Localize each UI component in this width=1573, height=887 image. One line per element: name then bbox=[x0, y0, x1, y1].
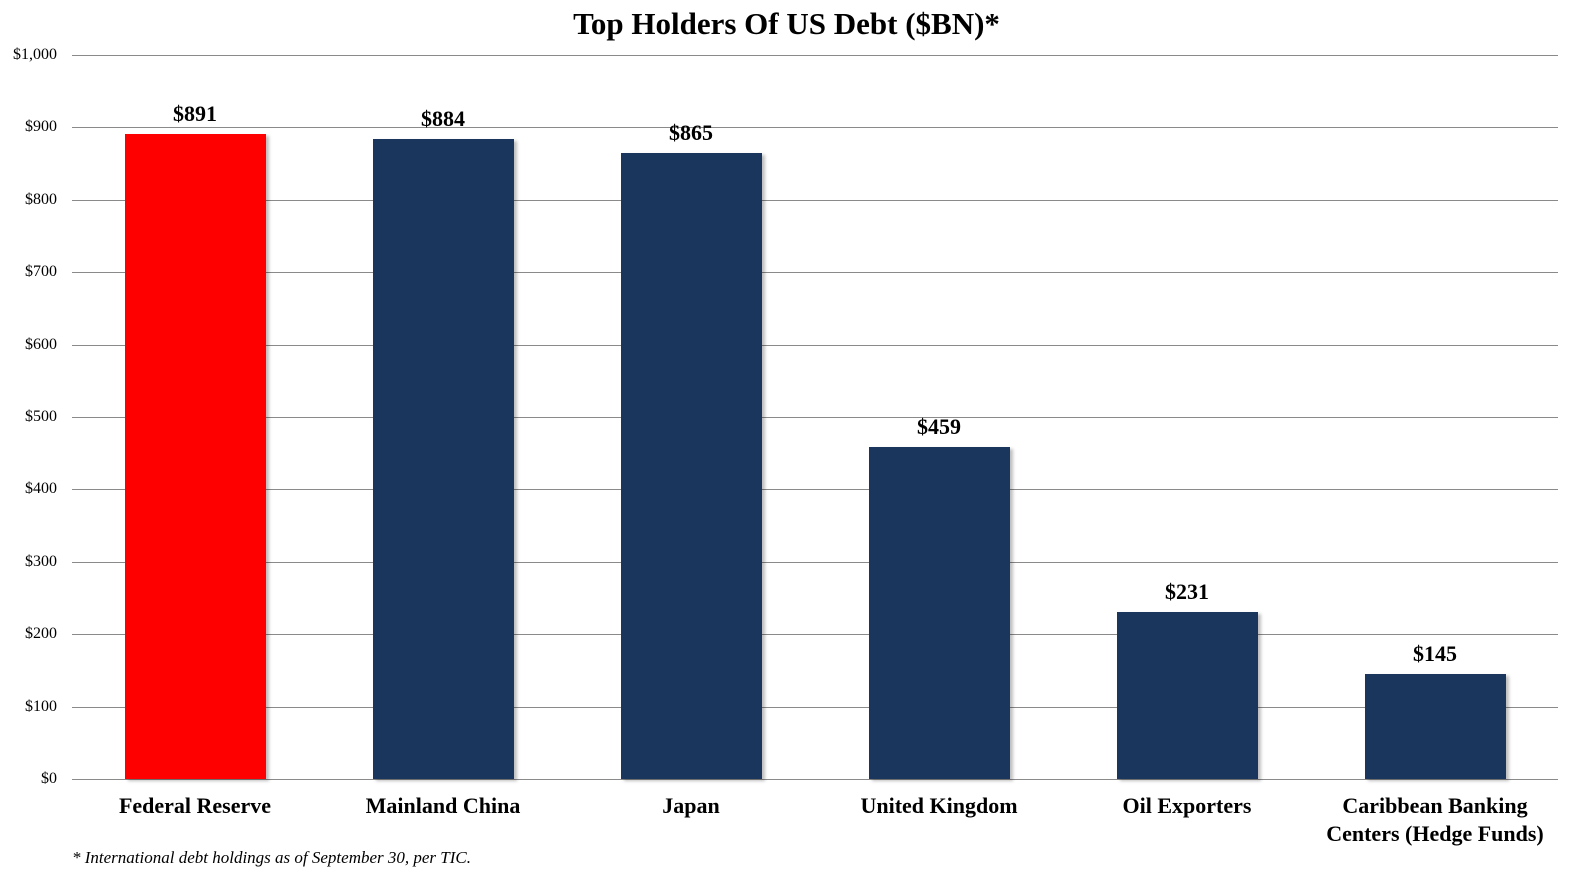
y-tick-label: $1,000 bbox=[13, 46, 57, 63]
bar-united-kingdom bbox=[868, 446, 1010, 779]
data-label: $459 bbox=[917, 414, 961, 439]
bar-japan bbox=[620, 152, 762, 779]
x-tick-label: Oil Exporters bbox=[1122, 793, 1252, 818]
gridline bbox=[72, 561, 1558, 563]
bar-caribbean-banking-centers bbox=[1364, 674, 1506, 779]
data-label: $145 bbox=[1413, 641, 1457, 666]
x-tick-label: Japan bbox=[662, 793, 720, 818]
data-label: $884 bbox=[421, 106, 465, 131]
data-label: $865 bbox=[669, 120, 713, 145]
y-tick-label: $700 bbox=[25, 263, 57, 281]
gridline bbox=[72, 344, 1558, 346]
bar-federal-reserve bbox=[124, 133, 266, 779]
plot-area: $891 $884 $865 $459 $231 $145 bbox=[72, 55, 1558, 780]
y-tick-label: $300 bbox=[25, 552, 57, 570]
gridline bbox=[72, 272, 1558, 274]
bar-mainland-china bbox=[372, 139, 514, 779]
gridline bbox=[72, 55, 1558, 56]
chart-title: Top Holders Of US Debt ($BN)* bbox=[573, 6, 1000, 41]
gridline bbox=[72, 634, 1558, 636]
gridline bbox=[72, 417, 1558, 418]
bar-oil-exporters bbox=[1116, 611, 1258, 779]
x-tick-label: Federal Reserve bbox=[118, 793, 272, 818]
y-tick-label: $200 bbox=[25, 625, 57, 643]
y-tick-label: $600 bbox=[25, 335, 57, 353]
y-tick-label: $800 bbox=[25, 190, 57, 208]
gridline bbox=[72, 706, 1558, 708]
gridline bbox=[72, 779, 1558, 780]
data-label: $231 bbox=[1165, 579, 1209, 604]
footnote: * International debt holdings as of Sept… bbox=[72, 848, 472, 867]
y-tick-label: $100 bbox=[25, 697, 57, 715]
gridline bbox=[72, 127, 1558, 129]
x-tick-label-line: Caribbean Banking bbox=[1342, 793, 1528, 818]
x-tick-label: United Kingdom bbox=[860, 793, 1018, 818]
y-tick-label: $500 bbox=[25, 408, 57, 425]
y-tick-label: $0 bbox=[41, 770, 57, 787]
y-tick-label: $900 bbox=[25, 118, 57, 136]
y-tick-label: $400 bbox=[25, 480, 57, 498]
x-tick-label-line: Centers (Hedge Funds) bbox=[1326, 821, 1544, 846]
x-tick-label: Mainland China bbox=[365, 793, 521, 818]
gridline bbox=[72, 489, 1558, 491]
gridline bbox=[72, 199, 1558, 201]
x-tick-label: Caribbean Banking Centers (Hedge Funds) bbox=[1295, 792, 1573, 848]
data-label: $891 bbox=[173, 101, 217, 126]
